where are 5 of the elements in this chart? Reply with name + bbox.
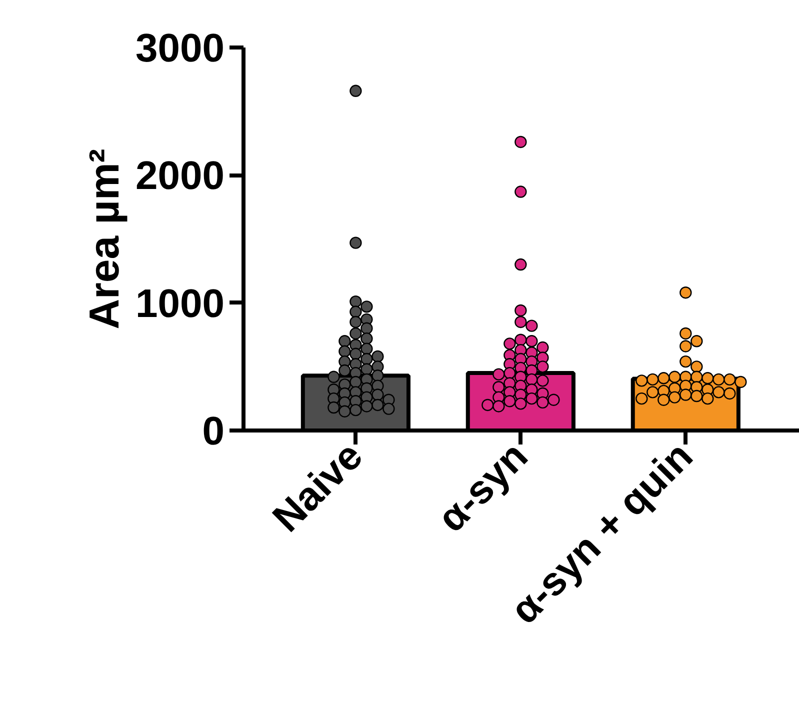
y-tick-label: 3000	[136, 26, 224, 70]
y-tick-label: 0	[202, 410, 225, 454]
y-tick-label: 2000	[136, 154, 224, 198]
y-tick-label: 1000	[136, 282, 224, 326]
y-axis-title: Area µm²	[80, 148, 128, 330]
